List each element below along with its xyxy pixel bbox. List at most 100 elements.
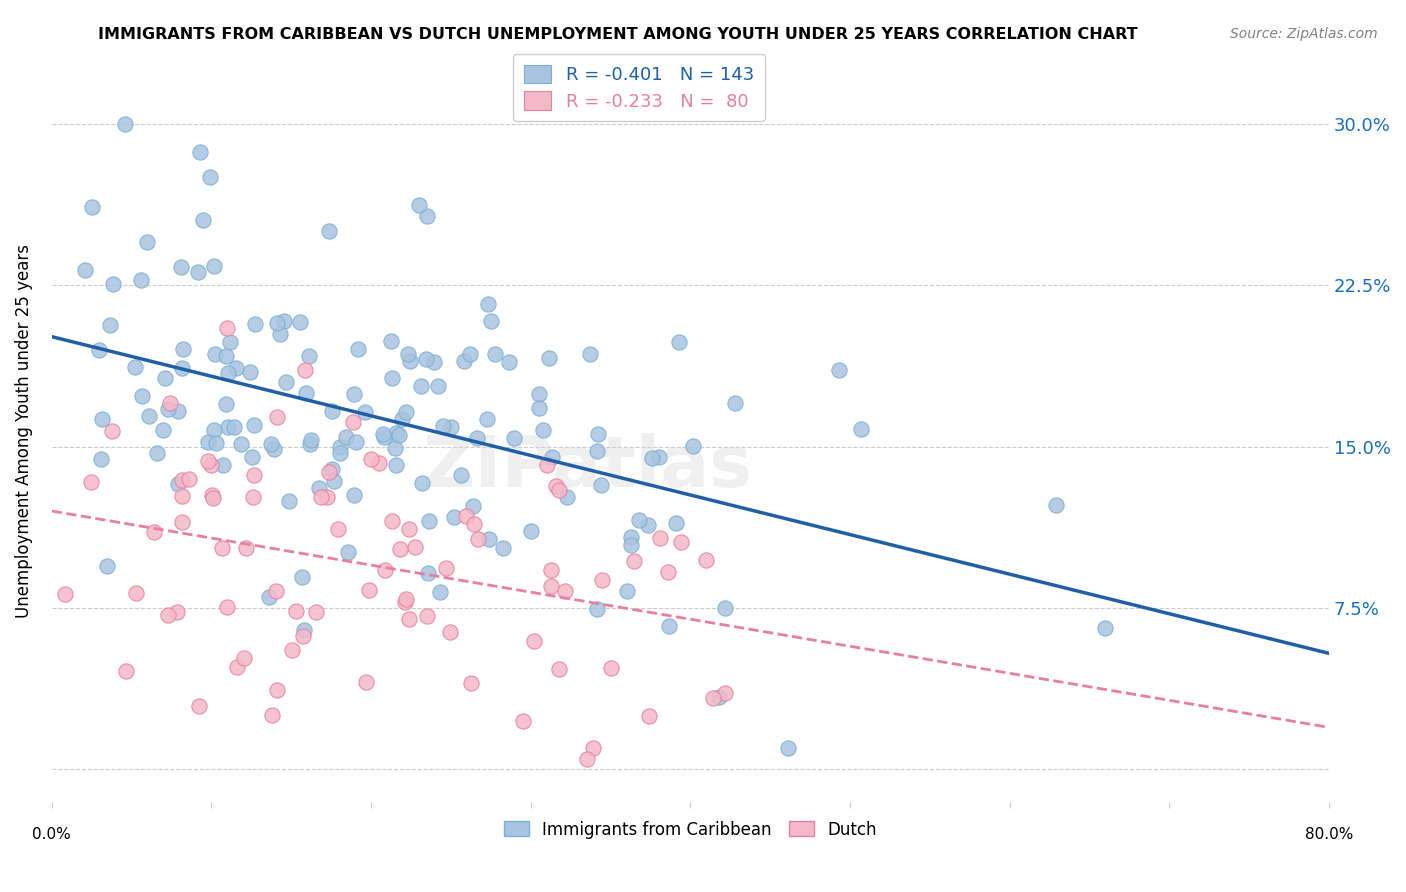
Point [381,371,404,385]
Point [359,582,381,597]
Point [193,212,215,227]
Point [453,354,475,368]
Point [89,343,111,358]
Point [439,625,461,640]
Point [477,412,499,426]
Point [707,690,730,704]
Point [638,709,661,723]
Point [713,686,735,700]
Point [318,224,340,238]
Point [215,349,238,363]
Point [384,441,406,455]
Point [380,334,402,348]
Point [385,426,408,441]
Point [274,375,297,389]
Point [53,587,76,601]
Point [616,584,638,599]
Point [329,440,352,454]
Point [619,538,641,552]
Point [211,458,233,472]
Point [404,540,426,554]
Point [323,475,346,489]
Point [201,488,224,502]
Point [776,740,799,755]
Point [305,605,328,619]
Point [321,462,343,476]
Point [408,198,430,212]
Point [395,592,418,607]
Point [172,361,194,376]
Point [205,435,228,450]
Point [714,601,737,615]
Point [458,347,481,361]
Point [131,389,153,403]
Point [541,450,564,465]
Point [217,420,239,434]
Point [849,422,872,436]
Point [215,397,238,411]
Point [591,573,613,587]
Point [503,431,526,445]
Point [648,531,671,545]
Point [157,401,180,416]
Point [316,491,339,505]
Point [138,409,160,423]
Point [257,590,280,604]
Point [463,499,485,513]
Text: Source: ZipAtlas.com: Source: ZipAtlas.com [1230,27,1378,41]
Point [409,378,432,392]
Point [242,490,264,504]
Point [443,509,465,524]
Point [695,553,717,567]
Point [423,355,446,369]
Point [648,450,671,465]
Point [335,430,357,444]
Point [172,516,194,530]
Point [232,651,254,665]
Point [682,439,704,453]
Point [540,579,562,593]
Point [398,612,420,626]
Point [217,600,239,615]
Point [426,379,449,393]
Point [292,629,315,643]
Point [599,660,621,674]
Point [429,585,451,599]
Point [299,437,322,451]
Point [299,433,322,447]
Point [582,740,605,755]
Text: ZIPatlas: ZIPatlas [423,434,754,502]
Point [90,412,112,426]
Point [308,481,330,495]
Point [343,386,366,401]
Point [188,145,211,159]
Point [222,420,245,434]
Point [540,563,562,577]
Point [152,423,174,437]
Point [260,437,283,451]
Point [416,609,439,624]
Point [326,522,349,536]
Point [665,516,688,530]
Point [373,429,395,443]
Point [371,426,394,441]
Point [226,660,249,674]
Point [170,473,193,487]
Point [197,434,219,449]
Point [391,411,413,425]
Point [198,170,221,185]
Point [531,423,554,437]
Point [398,354,420,368]
Point [536,458,558,473]
Point [575,751,598,765]
Point [498,355,520,369]
Point [170,489,193,503]
Point [277,494,299,508]
Point [527,401,550,415]
Point [554,583,576,598]
Point [523,634,546,648]
Point [129,273,152,287]
Point [384,458,406,473]
Point [527,386,550,401]
Point [98,318,121,333]
